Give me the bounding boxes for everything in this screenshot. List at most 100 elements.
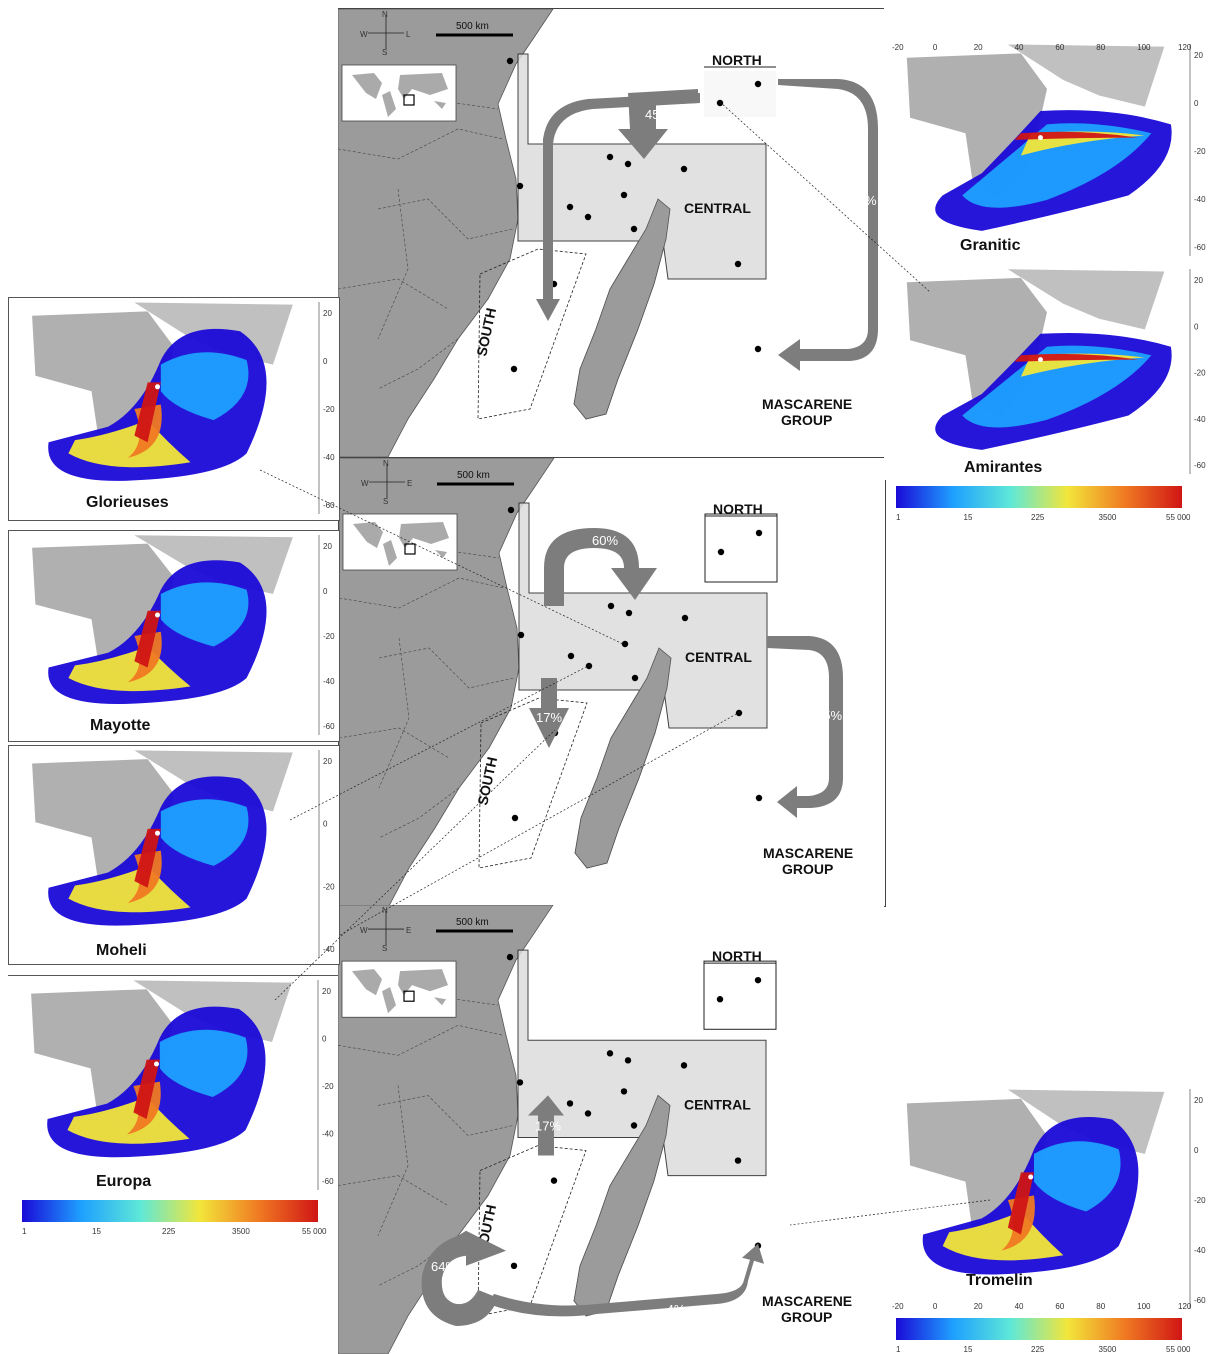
granitic-x-tick: 20 [974, 43, 983, 52]
compass-e: L [406, 30, 411, 39]
granitic-y-tick: -20 [1194, 147, 1206, 156]
granitic-x-tick: -20 [892, 43, 904, 52]
colorbar-tick: 15 [92, 1227, 101, 1236]
colorbar-tick: 15 [964, 1345, 973, 1354]
central-region [517, 53, 767, 280]
map-panel-1: N S W L 500 km NORTH CENTRAL SOUTH MASCARENE GROU… [338, 8, 884, 457]
inset-label-granitic: Granitic [960, 237, 1021, 254]
map-panel-3: N S W E 500 km NORTH CENTRAL SOUTH MASCARENE GROU… [338, 905, 884, 1354]
compass-e: E [407, 479, 412, 488]
compass-n: N [382, 906, 388, 915]
europa-heatmap: 20 0 -20 -40 -60 [31, 980, 334, 1190]
europa-y-tick: 0 [322, 1035, 327, 1044]
south-region [477, 1145, 587, 1317]
inset-label-moheli: Moheli [96, 942, 147, 959]
compass-s: S [382, 48, 387, 57]
granitic-y-tick: 0 [1194, 99, 1199, 108]
colorbar-tick: 225 [162, 1227, 176, 1236]
colorbar-tick: 55 000 [1166, 1345, 1191, 1354]
compass-w: W [361, 479, 369, 488]
tromelin-x-tick: 0 [933, 1302, 938, 1311]
colorbar-tick: 1 [896, 513, 901, 522]
granitic-x-tick: 40 [1015, 43, 1024, 52]
flow-label-3: 11% [851, 193, 876, 208]
glorieuses-y-tick: 20 [323, 309, 332, 318]
colorbar-tick: 3500 [1099, 513, 1117, 522]
compass-s: S [383, 497, 388, 506]
granitic-x-tick: 120 [1178, 43, 1192, 52]
colorbar-tick: 55 000 [302, 1227, 327, 1236]
mayotte-y-tick: -60 [323, 722, 335, 731]
tromelin-y-tick: -40 [1194, 1246, 1206, 1255]
inset-label-europa: Europa [96, 1173, 152, 1190]
inset-moheli: 20 0 -20 -40 [8, 745, 340, 965]
inset-label-mayotte: Mayotte [90, 717, 151, 734]
compass-n: N [383, 459, 389, 468]
compass-w: W [360, 30, 368, 39]
tromelin-y-tick: -20 [1194, 1196, 1206, 1205]
glorieuses-y-tick: -40 [323, 453, 335, 462]
flow-label-1: 60% [592, 533, 618, 548]
granitic-y-tick: 20 [1194, 51, 1203, 60]
tromelin-x-tick: -20 [892, 1302, 904, 1311]
colorbar-tick: 15 [964, 513, 973, 522]
inset-amirantes: 20 0 -20 -40 -60 [884, 265, 1210, 480]
flow-arrows [529, 528, 843, 818]
amirantes-y-tick: 20 [1194, 276, 1203, 285]
colorbar-left: 1 15 225 3500 55 000 [22, 1200, 327, 1236]
compass-e: E [406, 926, 411, 935]
moheli-y-tick: 20 [323, 757, 332, 766]
amirantes-y-tick: 0 [1194, 322, 1199, 331]
amirantes-heatmap: 20 0 -20 -40 -60 [906, 269, 1206, 474]
colorbar-top-right: 1 15 225 3500 55 000 [896, 486, 1191, 522]
inset-mayotte: 20 0 -20 -40 -60 [8, 530, 340, 742]
region-label-group: GROUP [781, 412, 832, 428]
flow-label-3: 4% [667, 1302, 686, 1317]
granitic-y-tick: -60 [1194, 243, 1206, 252]
flow-label-2: 45% [645, 107, 671, 122]
inset-glorieuses: 20 0 -20 -40 -60 [8, 297, 340, 521]
moheli-heatmap: 20 0 -20 -40 [32, 750, 335, 958]
region-label-central: CENTRAL [684, 200, 751, 216]
flow-arrows [536, 79, 878, 371]
tromelin-x-tick: 40 [1015, 1302, 1024, 1311]
tromelin-x-tick: 120 [1178, 1302, 1192, 1311]
granitic-x-tick: 60 [1055, 43, 1064, 52]
inset-granitic: 20 0 -20 -40 -60 -20 0 20 40 60 80 100 120 [884, 40, 1210, 262]
granitic-x-tick: 80 [1096, 43, 1105, 52]
tromelin-y-tick: -60 [1194, 1296, 1206, 1305]
colorbar-tick: 3500 [232, 1227, 250, 1236]
region-label-north: NORTH [713, 501, 763, 517]
glorieuses-y-tick: -60 [323, 501, 335, 510]
flow-label-3: 15% [816, 708, 842, 723]
moheli-y-tick: -40 [323, 945, 335, 954]
europa-y-tick: -60 [322, 1177, 334, 1186]
scale-bar-label: 500 km [456, 21, 489, 32]
mayotte-heatmap: 20 0 -20 -40 -60 [32, 535, 335, 735]
flow-label-2: 64% [431, 1259, 457, 1274]
glorieuses-heatmap: 20 0 -20 -40 -60 [32, 302, 335, 514]
inset-tromelin: 20 0 -20 -40 -60 -20 0 20 40 60 80 100 120 [884, 1085, 1210, 1315]
south-region [478, 697, 588, 869]
compass-s: S [382, 944, 387, 953]
tromelin-x-tick: 80 [1096, 1302, 1105, 1311]
glorieuses-y-tick: 0 [323, 357, 328, 366]
region-label-mascarene: MASCARENE [762, 1293, 852, 1309]
granitic-y-tick: -40 [1194, 195, 1206, 204]
region-label-central: CENTRAL [684, 1096, 751, 1112]
region-label-group: GROUP [782, 861, 833, 877]
region-label-mascarene: MASCARENE [763, 845, 853, 861]
compass-w: W [360, 926, 368, 935]
mayotte-y-tick: 20 [323, 542, 332, 551]
colorbar-tick: 1 [896, 1345, 901, 1354]
compass-rose [368, 911, 404, 946]
inset-label-amirantes: Amirantes [964, 459, 1043, 476]
europa-y-tick: 20 [322, 987, 331, 996]
moheli-y-tick: -20 [323, 882, 335, 891]
compass-n: N [382, 10, 388, 19]
region-label-north: NORTH [712, 52, 762, 68]
amirantes-y-tick: -60 [1194, 461, 1206, 470]
flow-label-2: 17% [536, 710, 562, 725]
central-region [518, 502, 768, 729]
